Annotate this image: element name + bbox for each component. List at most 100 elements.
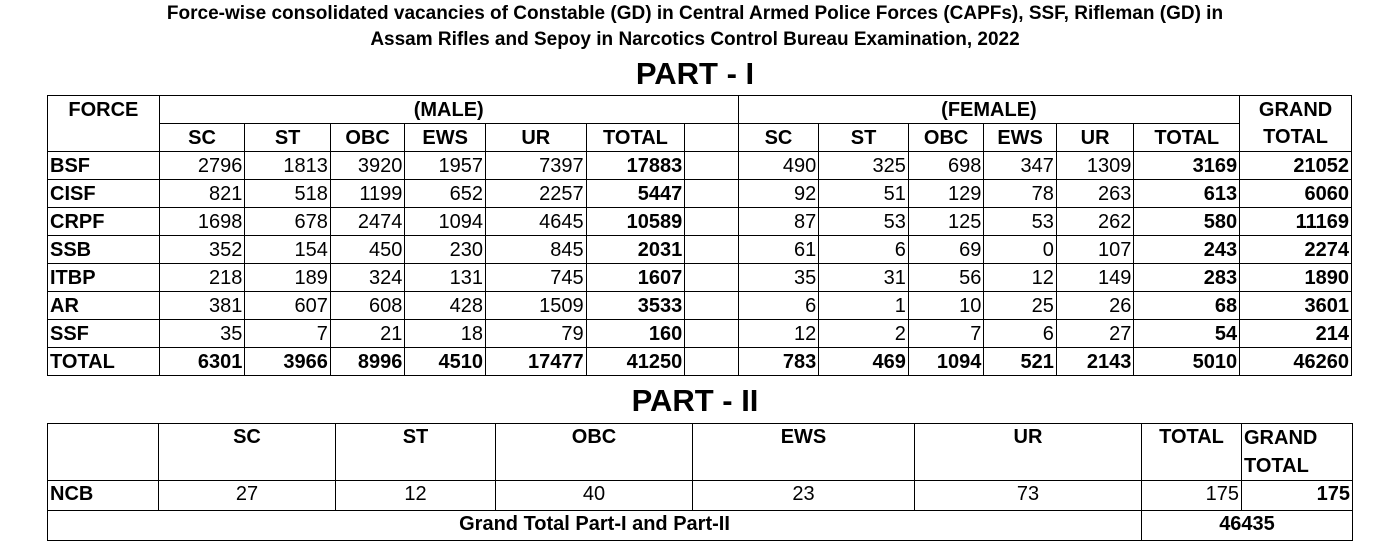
part2-sc-header: SC (158, 423, 336, 481)
grand-total-cell: 2274 (1239, 235, 1352, 264)
female-st-cell: 469 (818, 347, 909, 376)
male-female-spacer-header (684, 123, 739, 152)
female-ur-cell: 1309 (1055, 151, 1135, 180)
female-obc-cell: 125 (907, 207, 985, 236)
male-total-cell: 10589 (585, 207, 686, 236)
female-total-cell: 243 (1133, 235, 1241, 264)
male-sc-cell: 381 (158, 291, 246, 320)
part2-ews-header: EWS (692, 423, 915, 481)
female-ews-cell: 6 (983, 319, 1057, 348)
male-total-cell: 41250 (585, 347, 686, 376)
female-total-cell: 68 (1133, 291, 1241, 320)
female-ews-cell: 347 (983, 151, 1057, 180)
male-st-cell: 607 (244, 291, 331, 320)
male-obc-cell: 608 (329, 291, 406, 320)
male-ews-cell: 1094 (404, 207, 486, 236)
female-obc-cell: 7 (907, 319, 985, 348)
female-st-cell: 6 (818, 235, 909, 264)
part2-grand-label-1: GRAND (1244, 427, 1318, 449)
part2-ncb-row: NCB 27 12 40 23 73 175 175 (47, 480, 1353, 511)
force-header-spacer (47, 123, 160, 152)
male-ur-cell: 2257 (484, 179, 587, 208)
female-obc-cell: 129 (907, 179, 985, 208)
female-obc-cell: 69 (907, 235, 985, 264)
grand-total-cell: 214 (1239, 319, 1352, 348)
female-st-cell: 51 (818, 179, 909, 208)
part2-total-header: TOTAL (1141, 423, 1242, 481)
female-col-ews: EWS (983, 123, 1057, 152)
part1-heading: PART - I (635, 56, 755, 91)
male-ur-cell: 79 (484, 319, 587, 348)
male-ews-cell: 230 (404, 235, 486, 264)
male-total-cell: 160 (585, 319, 686, 348)
force-label: TOTAL (47, 347, 160, 376)
male-ur-cell: 17477 (484, 347, 587, 376)
female-sc-cell: 6 (737, 291, 820, 320)
force-row-bsf: BSF 2796 1813 3920 1957 7397 17883 490 325 698 347… (47, 151, 1352, 180)
part2-table: SC ST OBC EWS UR TOTAL GRAND TOTAL NCB 2… (47, 423, 1353, 541)
female-st-cell: 1 (818, 291, 909, 320)
part2-grand-total-header: GRAND TOTAL (1241, 423, 1353, 481)
female-sc-cell: 783 (737, 347, 820, 376)
female-st-cell: 325 (818, 151, 909, 180)
force-row-ssb: SSB 352 154 450 230 845 2031 61 6 69 0 107 243 2274 (47, 235, 1352, 264)
female-st-cell: 2 (818, 319, 909, 348)
female-ur-cell: 149 (1055, 263, 1135, 292)
grand-total-header-line-1: GRAND (1239, 95, 1352, 124)
female-sc-cell: 12 (737, 319, 820, 348)
female-ur-cell: 26 (1055, 291, 1135, 320)
female-obc-cell: 56 (907, 263, 985, 292)
male-ur-cell: 745 (484, 263, 587, 292)
force-label: SSF (47, 319, 160, 348)
grand-total-cell: 1890 (1239, 263, 1352, 292)
male-col-ur: UR (484, 123, 587, 152)
male-obc-cell: 1199 (329, 179, 406, 208)
male-ews-cell: 1957 (404, 151, 486, 180)
female-ur-cell: 27 (1055, 319, 1135, 348)
grand-total-label: Grand Total Part-I and Part-II (47, 510, 1142, 541)
female-ews-cell: 521 (983, 347, 1057, 376)
part2-heading: PART - II (631, 383, 759, 418)
part2-ncb-sc: 27 (158, 480, 336, 511)
male-sc-cell: 6301 (158, 347, 246, 376)
part2-ncb-obc: 40 (495, 480, 693, 511)
male-col-sc: SC (158, 123, 246, 152)
male-total-cell: 5447 (585, 179, 686, 208)
male-ews-cell: 428 (404, 291, 486, 320)
total-row: TOTAL 6301 3966 8996 4510 17477 41250 783 469 109… (47, 347, 1352, 376)
female-ur-cell: 262 (1055, 207, 1135, 236)
male-obc-cell: 324 (329, 263, 406, 292)
grand-total-value: 46435 (1141, 510, 1353, 541)
male-female-spacer (684, 291, 739, 320)
female-obc-cell: 698 (907, 151, 985, 180)
male-female-spacer (684, 235, 739, 264)
part2-force-ncb: NCB (47, 480, 159, 511)
part1-table: FORCE (MALE) (FEMALE) GRAND SC ST OBC EWS UR… (47, 95, 1352, 376)
female-total-cell: 54 (1133, 319, 1241, 348)
female-col-st: ST (818, 123, 909, 152)
male-female-spacer (684, 207, 739, 236)
force-row-crpf: CRPF 1698 678 2474 1094 4645 10589 87 53 125 53 262… (47, 207, 1352, 236)
female-col-total: TOTAL (1133, 123, 1241, 152)
female-header: (FEMALE) (737, 95, 1241, 124)
male-sc-cell: 35 (158, 319, 246, 348)
male-st-cell: 189 (244, 263, 331, 292)
male-ews-cell: 652 (404, 179, 486, 208)
part2-grand-label-2: TOTAL (1244, 455, 1309, 477)
force-label: BSF (47, 151, 160, 180)
male-ews-cell: 18 (404, 319, 486, 348)
female-obc-cell: 1094 (907, 347, 985, 376)
male-ur-cell: 1509 (484, 291, 587, 320)
grand-total-cell: 3601 (1239, 291, 1352, 320)
grand-total-row: Grand Total Part-I and Part-II 46435 (47, 510, 1353, 541)
female-total-cell: 5010 (1133, 347, 1241, 376)
male-sc-cell: 1698 (158, 207, 246, 236)
female-ews-cell: 53 (983, 207, 1057, 236)
female-sc-cell: 61 (737, 235, 820, 264)
female-ews-cell: 25 (983, 291, 1057, 320)
female-ur-cell: 2143 (1055, 347, 1135, 376)
female-total-cell: 3169 (1133, 151, 1241, 180)
male-col-ews: EWS (404, 123, 486, 152)
male-ur-cell: 845 (484, 235, 587, 264)
male-st-cell: 678 (244, 207, 331, 236)
